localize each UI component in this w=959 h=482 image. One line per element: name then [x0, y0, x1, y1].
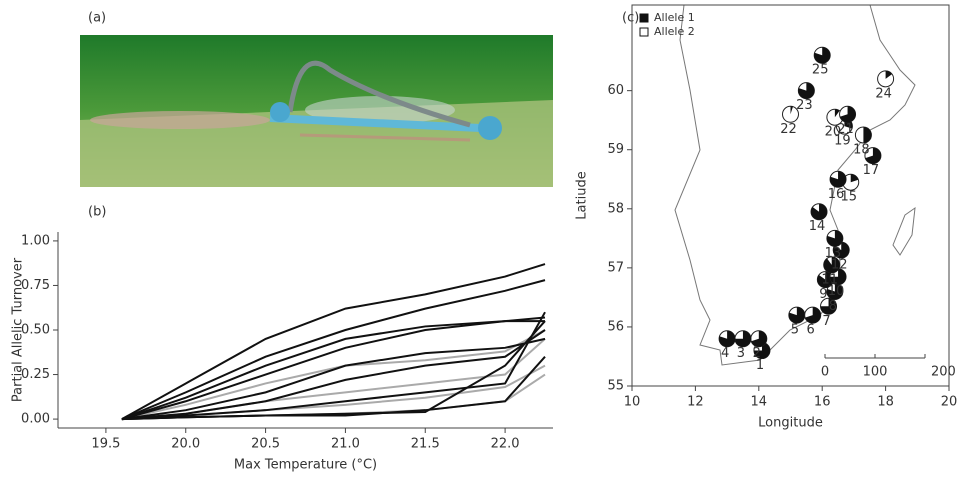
x-tick-label: 12 — [687, 395, 704, 410]
turnover-line — [121, 263, 546, 420]
island — [892, 206, 916, 256]
site-label: 10 — [828, 284, 845, 299]
site-label: 9 — [819, 287, 827, 302]
allele1-wedge — [805, 307, 821, 324]
site-label: 19 — [834, 134, 851, 149]
allele1-wedge — [863, 126, 872, 143]
turnover-line — [121, 320, 546, 421]
site-label: 5 — [791, 323, 799, 338]
site-label: 4 — [721, 346, 729, 361]
site-label: 18 — [853, 142, 870, 157]
site-label: 3 — [737, 346, 745, 361]
x-tick-label: 14 — [751, 395, 768, 410]
x-tick-label: 19.5 — [91, 437, 120, 452]
allele1-wedge — [751, 330, 767, 347]
y-tick-label: 59 — [607, 142, 624, 157]
x-tick-label: 16 — [814, 395, 831, 410]
scale-label: 100 — [863, 365, 888, 380]
site-label: 2 — [753, 346, 761, 361]
turnover-line — [121, 311, 546, 421]
site-label: 20 — [825, 125, 842, 140]
site-label: 11 — [821, 272, 838, 287]
turnover-line — [121, 279, 546, 421]
site-label: 14 — [809, 219, 826, 234]
allele1-wedge — [823, 256, 840, 273]
allele1-wedge — [798, 82, 815, 99]
site-label: 22 — [780, 122, 797, 137]
x-tick-label: 18 — [877, 395, 894, 410]
site-label: 25 — [812, 63, 829, 78]
site-label: 6 — [807, 323, 815, 338]
y-tick-label: 60 — [607, 83, 624, 98]
turnover-line — [121, 356, 546, 421]
x-tick-label: 10 — [624, 395, 641, 410]
allele1-wedge — [753, 342, 770, 359]
y-tick-label: 57 — [607, 260, 624, 275]
allele1-wedge — [830, 268, 847, 285]
y-tick-label: 0.25 — [21, 367, 50, 382]
panel-label: (c) — [622, 11, 639, 26]
site-label: 15 — [840, 190, 857, 205]
allele1-wedge — [839, 106, 856, 123]
x-tick-label: 20.0 — [171, 437, 200, 452]
allele1-wedge — [811, 203, 828, 220]
photo — [80, 35, 553, 187]
allele1-wedge — [820, 298, 837, 315]
allele1-wedge — [865, 147, 881, 164]
x-tick-label: 21.5 — [411, 437, 440, 452]
y-tick-label: 1.00 — [21, 233, 50, 248]
x-tick-label: 22.0 — [491, 437, 520, 452]
turnover-line — [121, 329, 546, 421]
panel-label: (b) — [88, 205, 106, 220]
y-tick-label: 56 — [607, 319, 624, 334]
allele1-wedge — [834, 109, 840, 118]
y-axis-label: Latiude — [575, 171, 590, 219]
site-label: 24 — [875, 86, 892, 101]
site-label: 13 — [825, 246, 842, 261]
legend-swatch — [639, 13, 649, 23]
site-label: 1 — [756, 358, 764, 373]
x-axis-label: Max Temperature (°C) — [234, 458, 377, 473]
site-label: 23 — [796, 98, 813, 113]
allele1-wedge — [734, 330, 751, 347]
y-tick-label: 0.00 — [21, 412, 50, 427]
y-tick-label: 0.75 — [21, 278, 50, 293]
site-label: 8 — [829, 299, 837, 314]
site-label: 7 — [822, 314, 830, 329]
allele1-wedge — [826, 230, 843, 247]
scale-label: 0 — [821, 365, 829, 380]
allele1-wedge — [826, 283, 843, 300]
allele1-wedge — [790, 106, 793, 115]
legend-label: Allele 2 — [654, 25, 695, 38]
allele1-wedge — [817, 271, 834, 288]
allele1-wedge — [885, 70, 893, 79]
y-tick-label: 0.50 — [21, 323, 50, 338]
site-label: 12 — [831, 258, 848, 273]
x-tick-label: 21.0 — [331, 437, 360, 452]
site-label: 16 — [828, 187, 845, 202]
y-tick-label: 55 — [607, 379, 624, 394]
turnover-line — [121, 337, 546, 421]
x-axis-label: Longitude — [758, 416, 823, 431]
allele1-wedge — [814, 47, 831, 64]
scale-label: 200 km — [931, 365, 959, 380]
panel-label: (a) — [88, 11, 106, 26]
legend-swatch — [639, 27, 649, 37]
x-tick-label: 20 — [941, 395, 958, 410]
y-axis-label: Partial Allelic Turnover — [11, 257, 26, 402]
allele1-wedge — [830, 171, 847, 188]
plot-frame — [631, 4, 950, 387]
allele1-wedge — [850, 174, 859, 183]
site-label: 17 — [863, 163, 880, 178]
allele1-wedge — [719, 330, 736, 347]
x-tick-label: 20.5 — [251, 437, 280, 452]
y-tick-label: 58 — [607, 201, 624, 216]
allele1-wedge — [833, 242, 850, 259]
legend-label: Allele 1 — [654, 11, 695, 24]
site-label: 21 — [837, 122, 854, 137]
allele1-wedge — [788, 307, 805, 324]
